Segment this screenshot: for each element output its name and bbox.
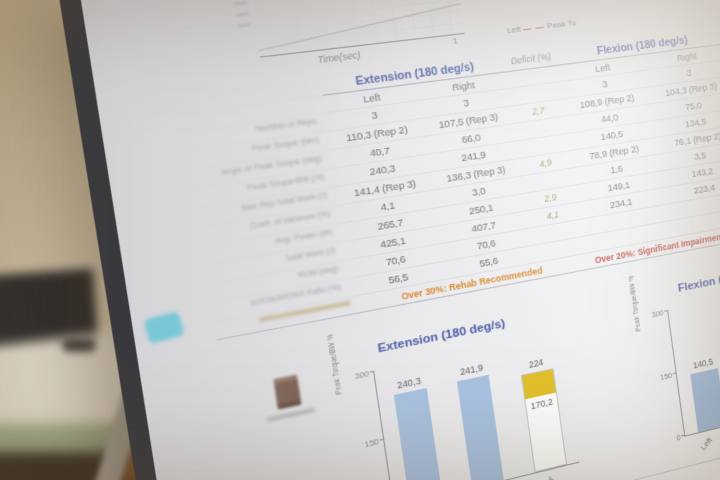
y-tick-label: 300 — [650, 307, 665, 319]
chart-title: Flexion (180 deg/s) — [677, 264, 720, 295]
time-axis-tick: 1 — [452, 35, 459, 46]
background-mouse — [62, 338, 96, 352]
goal-range-box: 170,2 — [520, 368, 568, 473]
bar-chart-flexion: Flexion (180 deg/s)Peak Torque/BW %01503… — [626, 255, 720, 452]
legend-series-label: Left — [506, 24, 522, 36]
logo-caption-blur — [266, 407, 315, 423]
bar-left — [393, 388, 443, 480]
chart-plot-area: Peak Torque/BW %0150300240,3Left241,9Rig… — [327, 333, 580, 480]
x-category-label: Left — [699, 435, 714, 452]
y-tick-mark — [379, 438, 385, 441]
y-tick-label: 300 — [353, 368, 370, 381]
y-tick-mark — [672, 372, 677, 375]
y-tick-label: 150 — [363, 436, 380, 449]
goal-band — [522, 369, 556, 400]
torque-curve-line — [254, 2, 465, 53]
monitor-screen: Time(sec) 1 Left — — Peak To 2 Extension… — [74, 0, 720, 480]
time-chart-y-axis-marks — [234, 1, 252, 37]
time-chart-legend: Left — — Peak To — [506, 18, 576, 35]
y-tick-mark — [681, 434, 686, 437]
legend-dash-icon: — — — [522, 21, 546, 34]
legend-metric-label: Peak To — [546, 18, 577, 31]
x-category-label: Goal — [537, 475, 555, 480]
y-tick-label: 150 — [659, 370, 673, 382]
chart-plot-area: Peak Torque/BW %0150300140,5Left134,5Rig… — [628, 275, 720, 452]
y-tick-mark — [369, 370, 375, 373]
y-tick-label: 0 — [675, 432, 682, 443]
y-tick-mark — [664, 310, 669, 312]
page-number: 2 — [680, 0, 686, 2]
clinic-logo — [258, 371, 318, 423]
bar-chart-extension: Extension (180 deg/s)Peak Torque/BW %015… — [324, 308, 580, 480]
logo-icon — [273, 374, 302, 410]
monitor: Time(sec) 1 Left — — Peak To 2 Extension… — [52, 0, 720, 480]
isokinetic-report-page: Time(sec) 1 Left — — Peak To 2 Extension… — [169, 0, 720, 480]
bar-right — [456, 374, 504, 480]
time-axis-label: Time(sec) — [316, 49, 362, 66]
bar-left — [690, 368, 720, 433]
